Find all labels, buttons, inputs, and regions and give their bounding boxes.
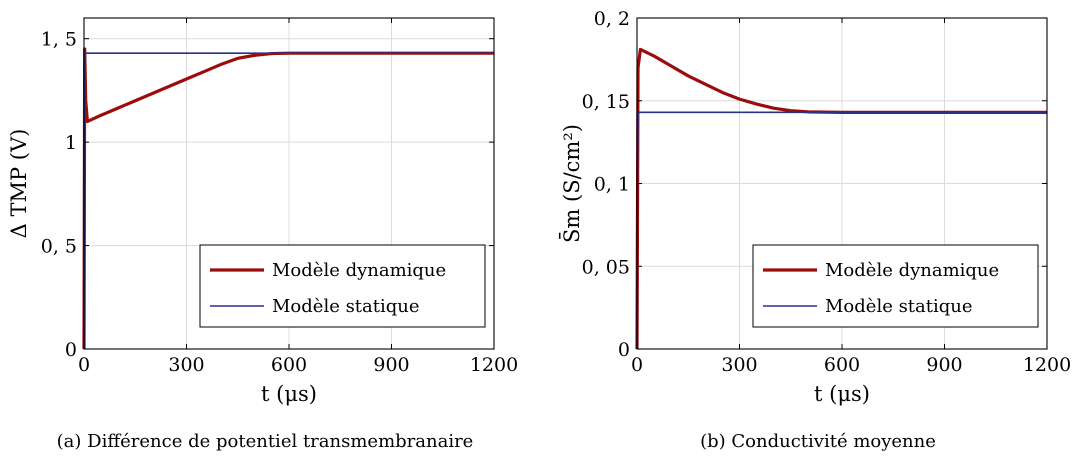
- x-tick-label: 600: [824, 354, 860, 376]
- chart-panel-b: 0 300 600 900 1200 0 0, 05 0, 1 0, 15 0, 2 t (μs) S…: [559, 8, 1071, 452]
- legend: Modèle dynamique Modèle statique: [199, 244, 486, 328]
- x-tick-label: 0: [78, 354, 90, 376]
- y-tick-label: 0, 2: [594, 8, 630, 30]
- x-tick-label: 0: [631, 354, 643, 376]
- x-tick-label: 300: [721, 354, 757, 376]
- y-tick-label: 0, 05: [582, 256, 630, 278]
- legend-entry-statique: Modèle statique: [272, 296, 420, 317]
- x-axis-label: t (μs): [814, 382, 870, 406]
- x-axis-label: t (μs): [261, 382, 317, 406]
- y-axis-label: Δ TMP (V): [7, 129, 31, 239]
- legend: Modèle dynamique Modèle statique: [752, 244, 1039, 328]
- legend-entry-dynamique: Modèle dynamique: [825, 260, 999, 281]
- x-tick-label: 900: [926, 354, 962, 376]
- figure-caption: (b) Conductivité moyenne: [700, 431, 936, 452]
- x-tick-label: 1200: [470, 354, 518, 376]
- legend-box: [752, 244, 1039, 328]
- x-tick-label: 900: [373, 354, 409, 376]
- figure-caption: (a) Différence de potentiel transmembran…: [57, 431, 474, 452]
- x-tick-label: 1200: [1023, 354, 1071, 376]
- y-tick-label: 0, 5: [41, 236, 77, 258]
- chart-panel-a: 0 300 600 900 1200 0 0, 5 1 1, 5 t (μs) Δ TMP (V) M…: [7, 17, 518, 452]
- y-tick-label: 0, 15: [582, 91, 630, 113]
- y-axis-label: S̄m (S/cm²): [559, 124, 584, 243]
- y-tick-label: 0: [618, 339, 630, 361]
- x-tick-label: 300: [168, 354, 204, 376]
- y-tick-label: 0, 1: [594, 174, 630, 196]
- y-tick-label: 1: [65, 132, 77, 154]
- y-tick-label: 0: [65, 339, 77, 361]
- y-tick-label: 1, 5: [41, 29, 77, 51]
- legend-entry-dynamique: Modèle dynamique: [272, 260, 446, 281]
- x-tick-label: 600: [271, 354, 307, 376]
- legend-box: [199, 244, 486, 328]
- legend-entry-statique: Modèle statique: [825, 296, 973, 317]
